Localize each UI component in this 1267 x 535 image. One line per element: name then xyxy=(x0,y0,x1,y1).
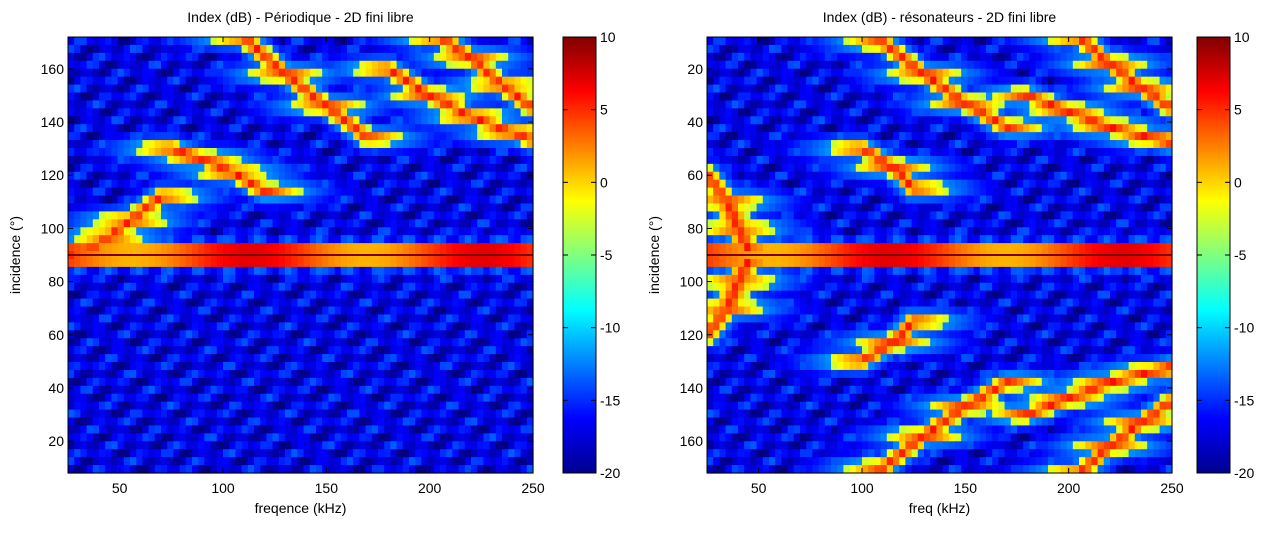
y-tick-label: 60 xyxy=(687,167,703,183)
y-tick-label: 40 xyxy=(687,114,703,130)
x-tick-label: 100 xyxy=(850,480,874,496)
x-axis-label: freqence (kHz) xyxy=(255,500,347,516)
chart-title: Index (dB) - Périodique - 2D fini libre xyxy=(187,9,414,25)
colorbar-tick-label: -15 xyxy=(600,392,620,408)
y-tick-label: 40 xyxy=(48,380,64,396)
x-tick-label: 200 xyxy=(1057,480,1081,496)
y-tick-label: 120 xyxy=(680,327,704,343)
x-tick-label: 50 xyxy=(751,480,767,496)
x-tick-label: 250 xyxy=(521,480,545,496)
colorbar-tick-label: -10 xyxy=(600,320,620,336)
colorbar-tick-label: 0 xyxy=(600,174,608,190)
colorbar-tick-label: -5 xyxy=(1234,247,1247,263)
colorbar-tick-label: 5 xyxy=(1234,102,1242,118)
colorbar-tick-label: -5 xyxy=(600,247,613,263)
colorbar-tick-label: 0 xyxy=(1234,174,1242,190)
y-tick-label: 100 xyxy=(680,274,704,290)
chart-title: Index (dB) - résonateurs - 2D fini libre xyxy=(823,9,1057,25)
y-tick-label: 80 xyxy=(48,274,64,290)
colorbar-tick-label: -15 xyxy=(1234,392,1254,408)
x-tick-label: 250 xyxy=(1160,480,1184,496)
colorbar-tick-label: 5 xyxy=(600,102,608,118)
y-tick-label: 20 xyxy=(48,433,64,449)
x-tick-label: 150 xyxy=(954,480,978,496)
y-tick-label: 160 xyxy=(680,433,704,449)
y-tick-label: 120 xyxy=(41,167,65,183)
y-tick-label: 140 xyxy=(41,114,65,130)
y-tick-label: 20 xyxy=(687,61,703,77)
colorbar-tick-label: -10 xyxy=(1234,320,1254,336)
x-axis-label: freq (kHz) xyxy=(909,500,970,516)
y-tick-label: 100 xyxy=(41,220,65,236)
y-tick-label: 140 xyxy=(680,380,704,396)
x-tick-label: 100 xyxy=(211,480,235,496)
colorbar-tick-label: -20 xyxy=(600,465,620,481)
y-tick-label: 80 xyxy=(687,220,703,236)
x-tick-label: 200 xyxy=(418,480,442,496)
x-tick-label: 50 xyxy=(112,480,128,496)
x-tick-label: 150 xyxy=(315,480,339,496)
y-axis-label: incidence (°) xyxy=(646,216,662,294)
colorbar-tick-label: 10 xyxy=(1234,29,1250,45)
colorbar-tick-label: -20 xyxy=(1234,465,1254,481)
colorbar-tick-label: 10 xyxy=(600,29,616,45)
y-tick-label: 60 xyxy=(48,327,64,343)
y-axis-label: incidence (°) xyxy=(7,216,23,294)
y-tick-label: 160 xyxy=(41,61,65,77)
